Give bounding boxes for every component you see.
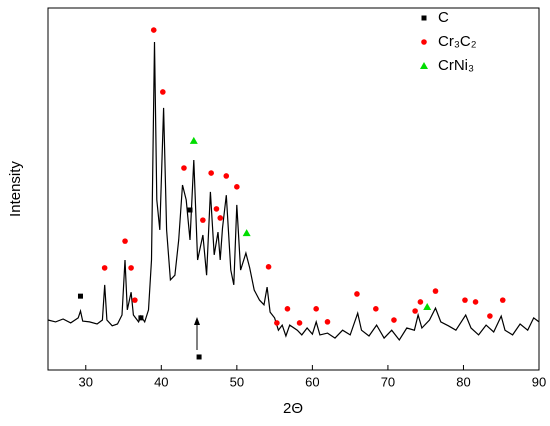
peak-marker xyxy=(128,265,134,271)
x-tick-label: 40 xyxy=(154,374,168,389)
x-tick-label: 50 xyxy=(230,374,244,389)
peak-marker xyxy=(354,291,360,297)
peak-marker xyxy=(487,313,493,319)
peak-marker xyxy=(138,315,144,321)
x-tick-label: 80 xyxy=(456,374,470,389)
peak-marker xyxy=(324,319,331,325)
y-axis-label: Intensity xyxy=(7,161,24,217)
peak-marker xyxy=(284,306,291,312)
x-axis-label: 2Θ xyxy=(283,400,303,417)
peak-marker xyxy=(313,306,319,312)
peak-marker xyxy=(462,297,468,303)
peak-marker xyxy=(265,264,272,270)
peak-marker xyxy=(160,89,166,95)
peak-marker xyxy=(196,354,202,360)
peak-marker xyxy=(189,136,198,144)
plot-frame xyxy=(47,7,540,371)
peak-marker xyxy=(472,299,479,305)
legend-label: CrNi₃ xyxy=(438,57,474,74)
peak-marker xyxy=(499,297,506,303)
peak-marker xyxy=(217,215,224,221)
x-tick-label: 60 xyxy=(305,374,319,389)
peak-marker xyxy=(223,173,230,179)
legend-label: Cr₃C₂ xyxy=(438,33,477,50)
peak-marker xyxy=(274,320,280,326)
peak-marker xyxy=(423,303,432,311)
x-tick-label: 70 xyxy=(381,374,395,389)
peak-marker xyxy=(412,308,418,314)
peak-marker xyxy=(242,229,251,237)
peak-marker xyxy=(296,320,303,326)
peak-marker xyxy=(373,306,379,312)
peak-marker xyxy=(122,238,128,244)
peak-marker xyxy=(213,206,220,212)
x-tick-label: 30 xyxy=(79,374,93,389)
legend-symbol xyxy=(420,62,428,69)
pattern-line xyxy=(47,41,540,342)
x-tick-label: 90 xyxy=(532,374,546,389)
peak-marker xyxy=(432,288,439,294)
legend-symbol xyxy=(421,15,427,21)
peak-marker xyxy=(150,27,157,33)
peak-marker xyxy=(77,293,83,299)
peak-marker xyxy=(132,297,138,303)
arrow xyxy=(194,317,200,350)
peak-marker xyxy=(200,217,206,223)
peak-marker xyxy=(181,165,187,171)
peak-marker xyxy=(391,317,397,323)
legend-label: C xyxy=(438,9,449,26)
peak-marker xyxy=(417,299,424,305)
legend-symbol xyxy=(421,39,427,45)
peak-marker xyxy=(101,265,108,271)
peak-marker xyxy=(187,207,193,213)
peak-marker xyxy=(208,170,214,176)
peak-marker xyxy=(234,184,240,190)
